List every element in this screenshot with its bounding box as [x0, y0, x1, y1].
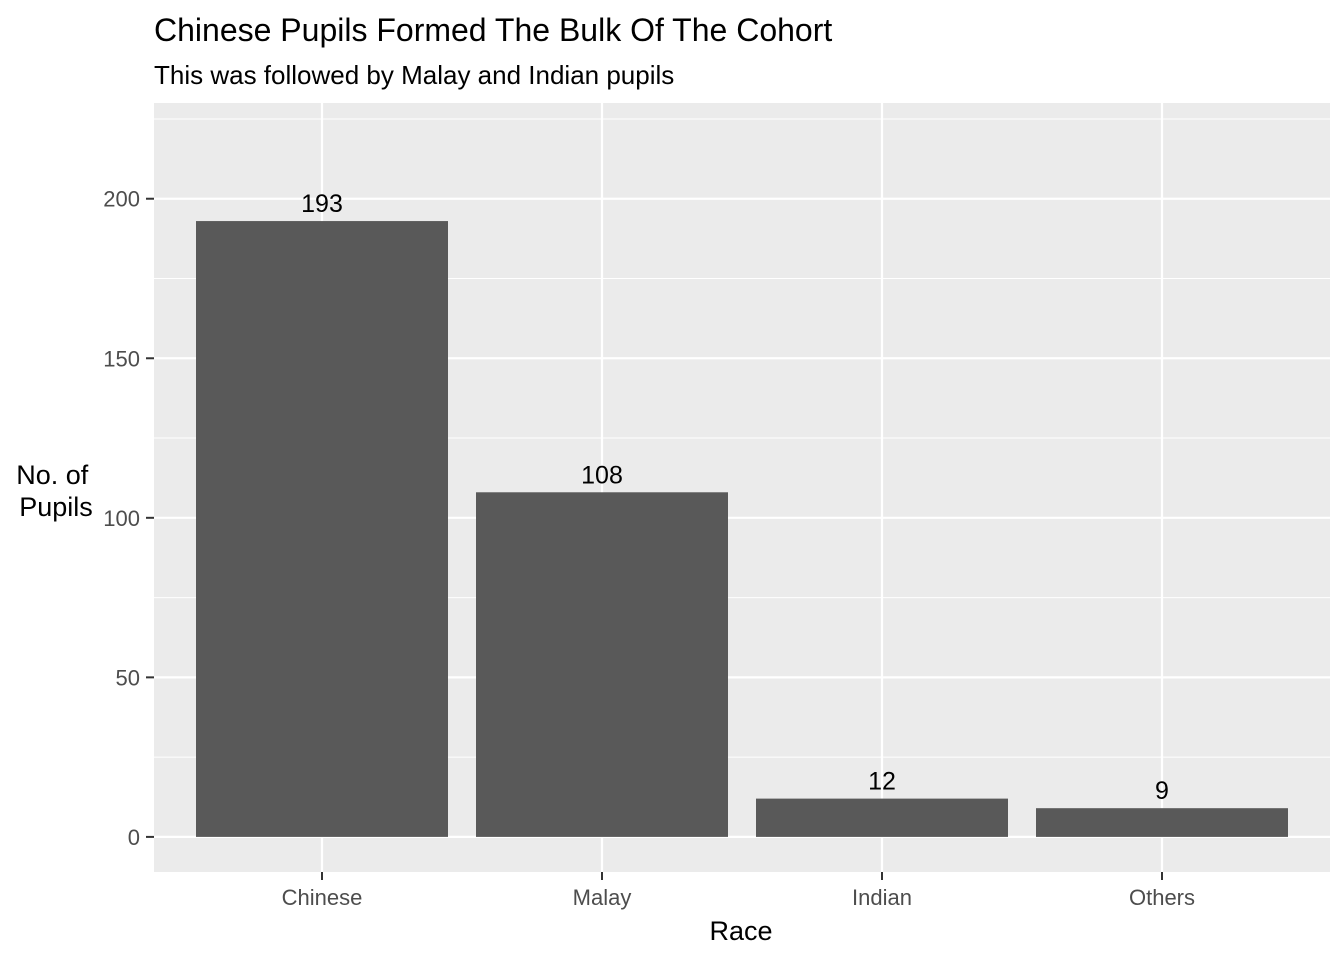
x-tick-label: Indian: [852, 885, 912, 910]
y-axis-title-line-2: Pupils: [19, 492, 93, 522]
chart-subtitle: This was followed by Malay and Indian pu…: [154, 60, 674, 90]
data-label-chinese: 193: [301, 190, 343, 218]
x-axis: Chinese Malay Indian Others: [282, 872, 1195, 910]
data-label-malay: 108: [581, 461, 623, 489]
data-labels: 193 108 12 9: [301, 190, 1169, 805]
y-tick-label: 50: [116, 665, 140, 690]
bar-indian: [756, 798, 1008, 837]
chart-title: Chinese Pupils Formed The Bulk Of The Co…: [154, 12, 832, 48]
y-tick-label: 200: [103, 187, 140, 212]
bar-malay: [476, 492, 728, 837]
x-tick-label: Malay: [573, 885, 632, 910]
y-tick-label: 100: [103, 506, 140, 531]
bar-others: [1036, 808, 1288, 837]
data-label-indian: 12: [868, 768, 896, 796]
y-axis-title-line-1: No. of: [16, 460, 89, 490]
y-axis-title: No. of Pupils: [16, 460, 96, 522]
bars: [196, 221, 1288, 837]
y-tick-label: 150: [103, 346, 140, 371]
y-tick-label: 0: [128, 825, 140, 850]
bar-chinese: [196, 221, 448, 837]
x-axis-title: Race: [709, 916, 772, 946]
y-axis: 0 50 100 150 200: [103, 187, 154, 850]
data-label-others: 9: [1155, 777, 1169, 805]
x-tick-label: Chinese: [282, 885, 363, 910]
x-tick-label: Others: [1129, 885, 1195, 910]
